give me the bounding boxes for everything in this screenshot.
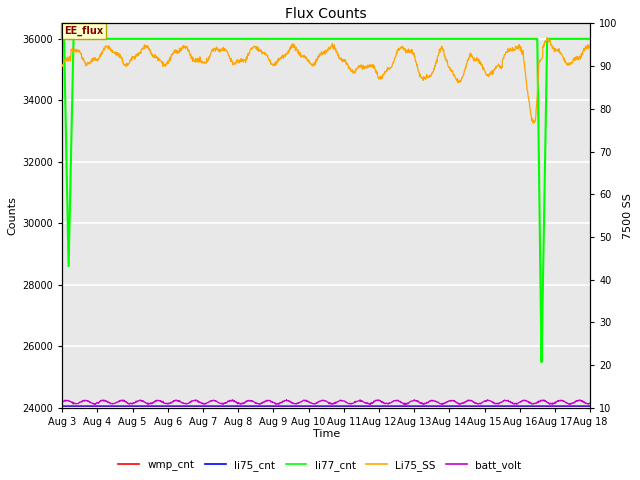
Y-axis label: Counts: Counts xyxy=(7,196,17,235)
Title: Flux Counts: Flux Counts xyxy=(285,7,367,21)
Text: EE_flux: EE_flux xyxy=(64,25,103,36)
Y-axis label: 7500 SS: 7500 SS xyxy=(623,192,633,239)
X-axis label: Time: Time xyxy=(312,430,340,440)
Legend: wmp_cnt, li75_cnt, li77_cnt, Li75_SS, batt_volt: wmp_cnt, li75_cnt, li77_cnt, Li75_SS, ba… xyxy=(115,456,525,475)
